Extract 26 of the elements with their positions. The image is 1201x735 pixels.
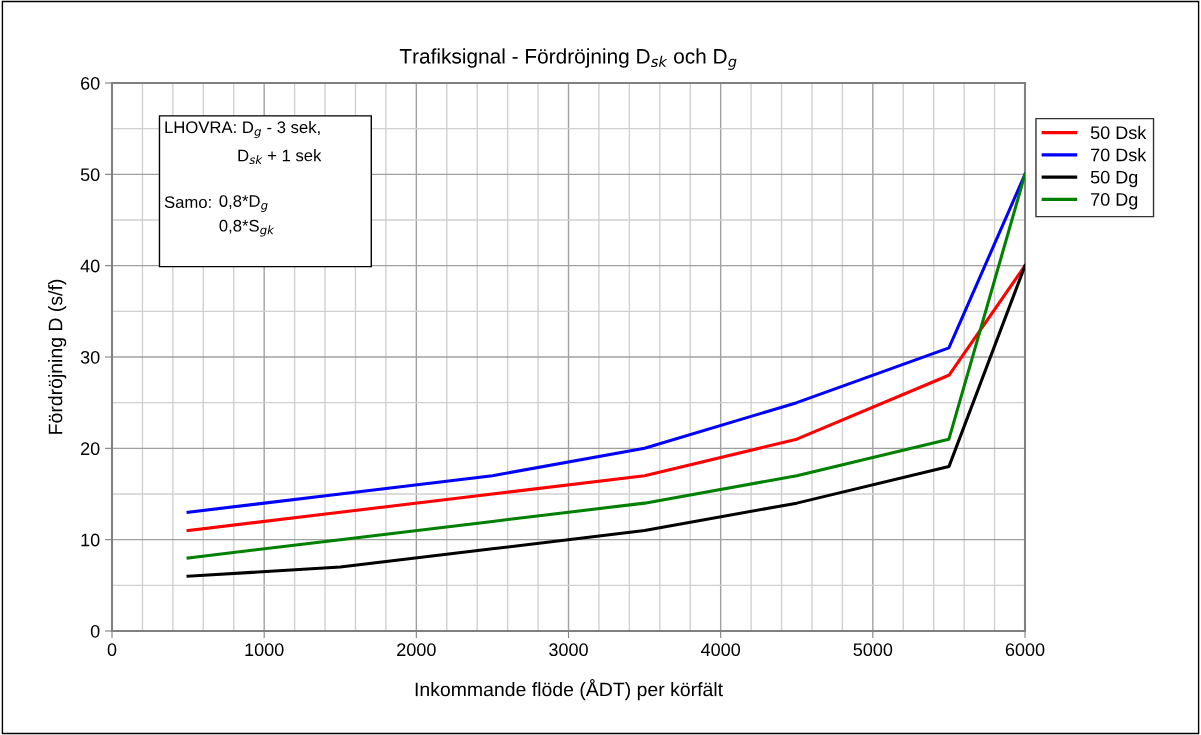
x-tick-label: 4000 [701, 643, 741, 657]
annotation: D$_{sk}$ + 1 sek [238, 149, 322, 165]
x-axis-title: Inkommande flöde (ÅDT) per körfält [415, 679, 723, 701]
annotation: 0,8*D$_{g}$ [219, 195, 268, 212]
legend-label: 50 Dg [1090, 170, 1138, 188]
x-tick-label: 0 [107, 643, 117, 657]
chart-title: Trafiksignal - Fördröjning D$_{sk}$ och D$_{g}$ [399, 48, 737, 70]
y-axis-title: Fördröjning D (s/f) [48, 279, 67, 434]
y-tick-label: 20 [81, 442, 100, 456]
y-tick-label: 40 [80, 259, 100, 273]
x-tick-label: 2000 [397, 643, 436, 657]
y-tick-label: 50 [80, 168, 100, 182]
legend-label: 70 Dg [1091, 193, 1138, 210]
legend-label: 50 Dsk [1090, 125, 1147, 140]
annotation: LHOVRA: D$_{g}$ - 3 sek, [165, 120, 320, 139]
y-tick-label: 30 [80, 350, 100, 364]
annotation: Samo: [164, 196, 211, 209]
x-tick-label: 3000 [549, 643, 588, 657]
y-tick-label: 0 [90, 624, 100, 638]
annotation: 0,8*S$_{gk}$ [219, 219, 275, 237]
x-tick-label: 1000 [245, 643, 284, 657]
x-tick-label: 6000 [1005, 643, 1045, 657]
y-tick-label: 60 [81, 76, 100, 90]
legend-label: 70 Dsk [1091, 148, 1147, 162]
x-tick-label: 5000 [853, 643, 893, 657]
y-tick-label: 10 [81, 533, 100, 547]
